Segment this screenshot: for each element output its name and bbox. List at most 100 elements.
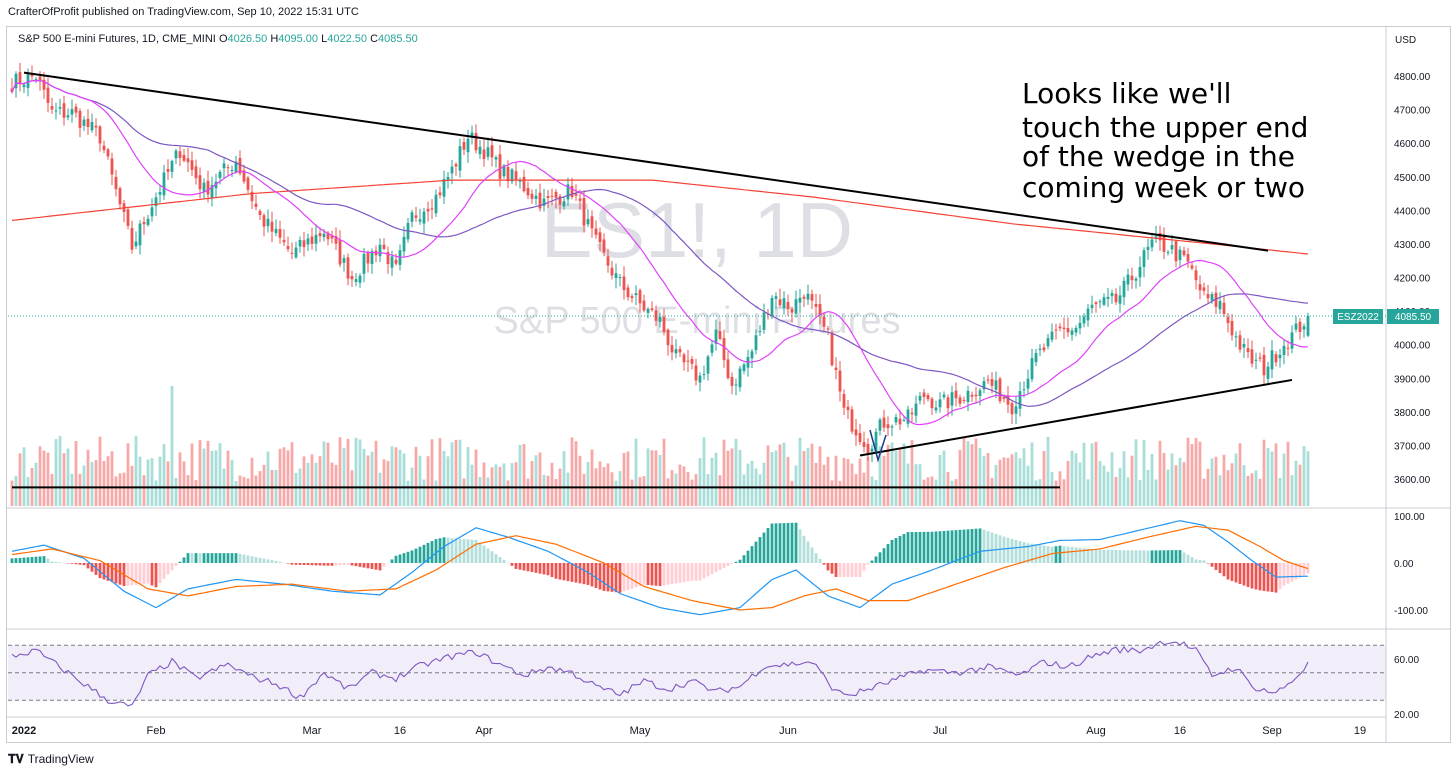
macd-tick-label: 100.00 <box>1394 512 1425 523</box>
candle-body <box>578 198 582 201</box>
candle-body <box>762 312 766 330</box>
candle-body <box>854 429 858 436</box>
candle-body <box>182 154 186 161</box>
candle-body <box>170 161 174 172</box>
volume-bar <box>462 478 466 506</box>
volume-bar <box>78 473 82 506</box>
volume-bar <box>170 386 174 506</box>
macd-histogram-bar <box>630 563 634 589</box>
volume-bar <box>758 474 762 506</box>
macd-tick-label: 0.00 <box>1394 559 1414 570</box>
volume-bar <box>82 465 86 506</box>
macd-histogram-bar <box>1038 544 1042 563</box>
candle-body <box>1174 241 1178 262</box>
macd-histogram-bar <box>446 537 450 563</box>
time-tick-label: Aug <box>1086 725 1106 737</box>
volume-bar <box>42 450 46 506</box>
macd-histogram-bar <box>458 538 462 563</box>
candle-body <box>506 166 510 182</box>
volume-bar <box>898 447 902 506</box>
candle-body <box>490 145 494 158</box>
candle-body <box>658 316 662 322</box>
macd-histogram-bar <box>46 558 50 563</box>
candle-body <box>274 228 278 234</box>
macd-histogram-bar <box>1102 549 1106 563</box>
candle-body <box>666 329 670 346</box>
candle-body <box>614 273 618 278</box>
volume-bar <box>154 480 158 506</box>
legend-close: 4085.50 <box>378 33 418 45</box>
macd-histogram-bar <box>974 528 978 563</box>
candle-body <box>634 293 638 296</box>
macd-histogram-bar <box>214 553 218 563</box>
candle-body <box>434 194 438 214</box>
volume-bar <box>1214 456 1218 506</box>
macd-histogram-bar <box>86 563 90 569</box>
macd-histogram-bar <box>938 531 942 563</box>
macd-histogram-bar <box>490 551 494 563</box>
macd-histogram-bar <box>1198 559 1202 563</box>
candle-body <box>1042 347 1046 351</box>
macd-histogram-bar <box>242 554 246 563</box>
macd-histogram-bar <box>726 563 730 566</box>
rsi-panel <box>8 640 1386 707</box>
candle-body <box>330 235 334 239</box>
candle-body <box>26 74 30 88</box>
volume-bar <box>598 461 602 506</box>
candle-body <box>1254 359 1258 361</box>
macd-histogram-bar <box>562 563 566 581</box>
candle-body <box>198 175 202 190</box>
candle-body <box>622 276 626 291</box>
volume-bar <box>394 447 398 506</box>
macd-histogram-bar <box>650 563 654 586</box>
candle-body <box>262 215 266 227</box>
candle-body <box>126 209 130 226</box>
candle-body <box>586 218 590 225</box>
volume-bar <box>1166 469 1170 506</box>
volume-bar <box>1102 465 1106 506</box>
volume-bar <box>850 463 854 506</box>
volume-bar <box>182 461 186 506</box>
volume-bar <box>654 450 658 506</box>
macd-histogram-bar <box>1186 554 1190 563</box>
macd-histogram-bar <box>918 531 922 563</box>
macd-histogram-bar <box>762 532 766 563</box>
volume-bar <box>530 461 534 506</box>
volume-bar <box>1294 460 1298 506</box>
candle-body <box>606 256 610 266</box>
candle-body <box>1306 315 1310 336</box>
candle-body <box>390 256 394 268</box>
volume-bar <box>434 480 438 506</box>
candle-body <box>454 164 458 167</box>
volume-bar <box>922 479 926 506</box>
candle-body <box>138 223 142 246</box>
macd-histogram-bar <box>1226 563 1230 580</box>
macd-histogram-bar <box>358 563 362 567</box>
volume-bar <box>1174 465 1178 506</box>
ma50-line <box>11 80 1309 407</box>
candle-body <box>1106 296 1110 299</box>
volume-bar <box>54 439 58 506</box>
candle-body <box>150 207 154 217</box>
macd-histogram-bar <box>1026 543 1030 563</box>
candle-body <box>1102 297 1106 305</box>
annotation-line-3: of the wedge in the <box>1022 140 1295 173</box>
macd-histogram-bar <box>318 563 322 566</box>
tradingview-logo[interactable]: 𝐓𝐕 TradingView <box>8 752 94 767</box>
candle-body <box>50 106 54 110</box>
macd-histogram-bar <box>730 563 734 564</box>
volume-bar <box>202 448 206 506</box>
volume-bar <box>662 438 666 506</box>
macd-histogram-bar <box>18 557 22 563</box>
candle-body <box>1302 326 1306 330</box>
candle-body <box>110 158 114 175</box>
candle-body <box>954 390 958 399</box>
volume-bar <box>882 455 886 506</box>
candle-body <box>82 119 86 126</box>
macd-histogram-bar <box>970 529 974 563</box>
volume-bar <box>1154 479 1158 506</box>
candle-body <box>1210 294 1214 301</box>
volume-bar <box>198 439 202 506</box>
candle-body <box>706 356 710 374</box>
